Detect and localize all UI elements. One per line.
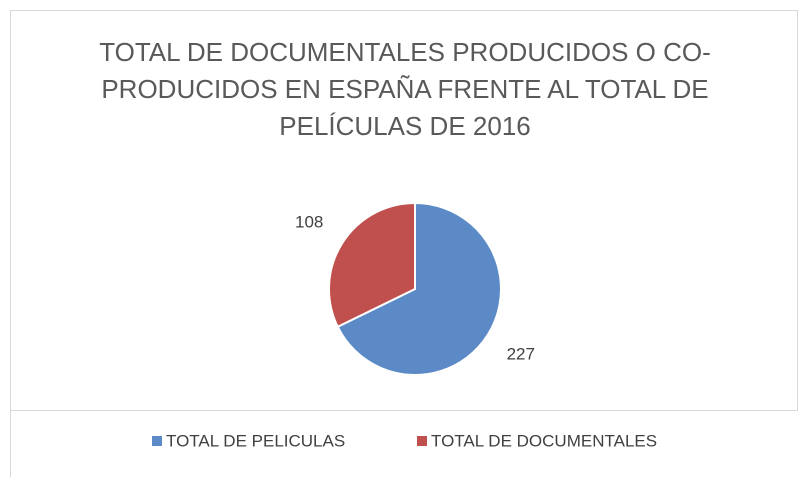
legend-swatch [417, 436, 427, 446]
pie-slice [328, 201, 416, 329]
legend-label: TOTAL DE DOCUMENTALES [431, 431, 657, 450]
legend-swatch [152, 436, 162, 446]
data-label: 227 [507, 345, 535, 364]
chart-title: TOTAL DE DOCUMENTALES PRODUCIDOS O CO-PR… [99, 37, 711, 141]
data-label: 108 [295, 212, 323, 231]
pie-slice [336, 201, 502, 376]
chart-border [10, 10, 798, 477]
legend-label: TOTAL DE PELICULAS [166, 431, 345, 450]
